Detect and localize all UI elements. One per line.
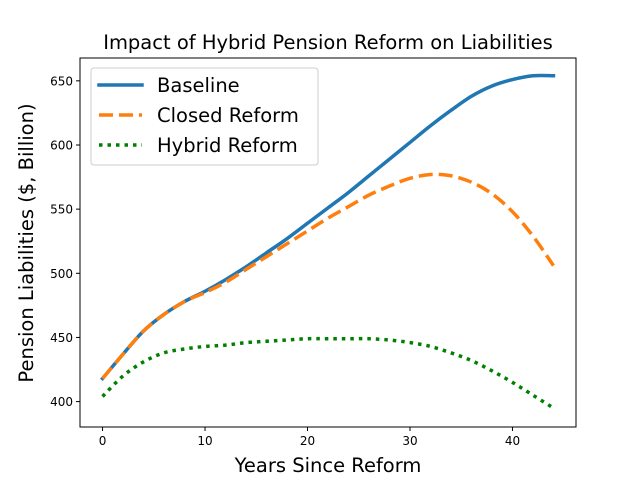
y-tick-label: 450 [50,331,73,345]
legend-frame [90,67,319,166]
legend: Baseline Closed Reform Hybrid Reform [90,67,319,166]
series-group [100,73,556,410]
x-axis-title: Years Since Reform [234,454,422,477]
y-axis: 400 450 500 550 600 650 [50,74,80,409]
legend-label: Baseline [157,74,240,97]
y-tick-label: 550 [50,203,73,217]
x-axis: 0 10 20 30 40 [99,427,520,448]
x-tick-label: 20 [300,434,315,448]
series-line-hybrid-reform [101,336,555,410]
y-tick-label: 400 [50,395,73,409]
plot-area [100,73,556,410]
chart-title: Impact of Hybrid Pension Reform on Liabi… [103,31,553,54]
legend-label: Hybrid Reform [157,134,298,157]
series-line-closed-reform [101,172,555,380]
x-tick-label: 30 [402,434,417,448]
y-tick-label: 500 [50,267,73,281]
x-tick-label: 10 [197,434,212,448]
x-tick-label: 0 [99,434,107,448]
plot-frame [79,57,577,428]
legend-entries: Baseline Closed Reform Hybrid Reform [97,74,299,157]
legend-label: Closed Reform [157,104,299,127]
y-tick-label: 600 [50,138,73,152]
y-tick-label: 650 [50,74,73,88]
y-axis-title: Pension Liabilities ($, Billion) [15,103,38,382]
x-tick-label: 40 [505,434,520,448]
